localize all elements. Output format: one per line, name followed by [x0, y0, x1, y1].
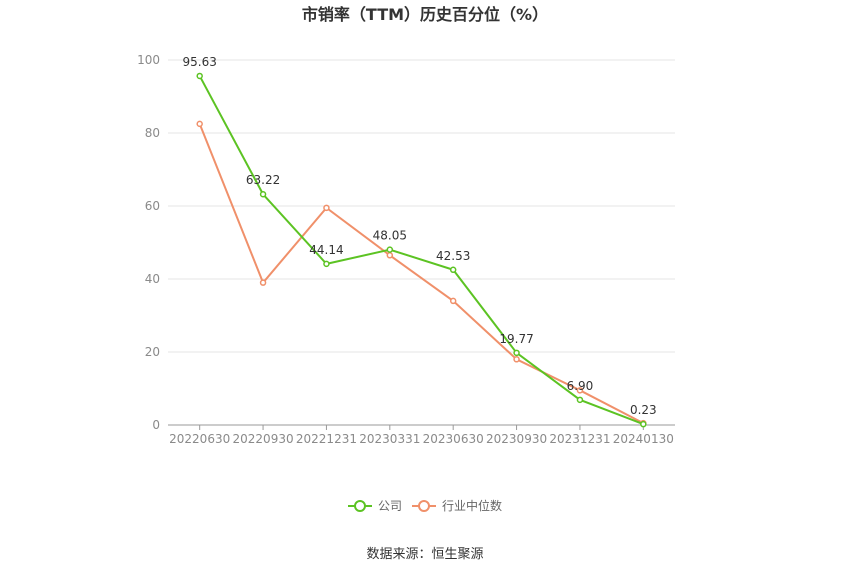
legend-item-industry-median[interactable]: 行业中位数: [412, 498, 502, 513]
y-tick-label: 20: [145, 345, 160, 359]
y-tick-label: 40: [145, 272, 160, 286]
source-note: 数据来源：恒生聚源: [366, 547, 483, 562]
grid: [168, 59, 675, 353]
data-point[interactable]: [386, 246, 394, 253]
data-label: 44.14: [309, 243, 343, 257]
legend-company-label: 公司: [378, 499, 402, 513]
x-tick-label: 20230930: [486, 432, 547, 446]
data-label: 48.05: [373, 229, 407, 243]
data-point[interactable]: [513, 356, 520, 363]
legend: 公司 行业中位数: [348, 498, 502, 513]
x-tick-label: 20230630: [423, 432, 484, 446]
data-labels: 95.63 63.22 44.14 48.05 42.53 19.77 6.90 0.23: [183, 55, 657, 417]
data-label: 95.63: [183, 55, 217, 69]
series-line: [198, 75, 644, 426]
data-point[interactable]: [386, 252, 394, 259]
data-label: 19.77: [499, 332, 533, 346]
x-axis: 20220630 20220930 20221231 20230331 20230630…: [169, 425, 674, 446]
y-tick-label: 60: [145, 199, 160, 213]
x-tick-label: 20240130: [613, 432, 674, 446]
legend-industry-label: 行业中位数: [442, 498, 502, 513]
legend-company-marker: [354, 500, 366, 512]
data-point[interactable]: [259, 190, 267, 198]
data-point[interactable]: [323, 204, 330, 212]
y-tick-label: 100: [137, 53, 160, 67]
data-label: 63.22: [246, 173, 280, 187]
data-label: 0.23: [630, 403, 657, 417]
data-label: 42.53: [436, 249, 470, 263]
data-point[interactable]: [323, 260, 330, 268]
x-tick-label: 20221231: [296, 432, 357, 446]
y-axis: 0 20 40 60 80 100: [137, 53, 160, 432]
x-tick-label: 20230331: [359, 432, 420, 446]
x-tick-label: 20231231: [549, 432, 610, 446]
y-tick-label: 80: [145, 126, 160, 140]
data-point[interactable]: [640, 420, 647, 428]
x-tick-label: 20220630: [169, 432, 230, 446]
series: [196, 72, 647, 428]
legend-industry-marker: [418, 500, 430, 512]
data-point[interactable]: [576, 387, 584, 394]
data-point[interactable]: [196, 120, 203, 128]
series-line: [198, 123, 644, 425]
data-point[interactable]: [196, 72, 203, 80]
x-tick-label: 20220930: [233, 432, 294, 446]
data-point[interactable]: [449, 297, 457, 305]
data-point[interactable]: [449, 266, 457, 274]
chart-title: 市销率（TTM）历史百分位（%）: [302, 5, 548, 24]
legend-item-company[interactable]: 公司: [348, 499, 402, 513]
data-point[interactable]: [513, 349, 520, 357]
y-tick-label: 0: [152, 418, 160, 432]
series-company: [196, 72, 647, 428]
data-label: 6.90: [567, 379, 594, 393]
data-point[interactable]: [576, 396, 584, 404]
data-point[interactable]: [259, 279, 267, 286]
